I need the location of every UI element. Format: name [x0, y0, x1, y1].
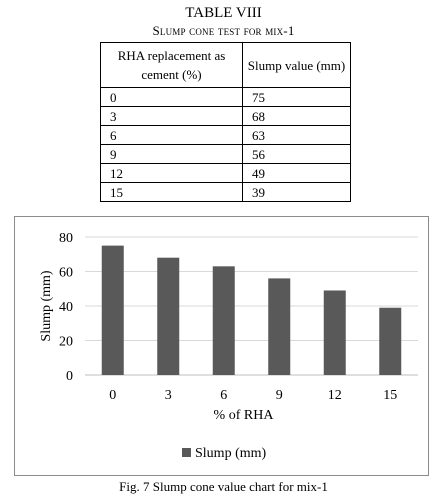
- slump-table: RHA replacement as cement (%) Slump valu…: [100, 42, 351, 202]
- legend-swatch: [182, 448, 191, 457]
- rha-cell: 15: [100, 182, 243, 202]
- x-axis-title: % of RHA: [214, 408, 275, 423]
- slump-cell: 68: [242, 106, 351, 126]
- rha-cell: 6: [100, 125, 243, 145]
- table-row: 0 75: [100, 87, 351, 107]
- chart-canvas: 0 20 40 60 80 0 3 6 9 12 15 Slump (mm) % of RHA Slump…: [39, 231, 418, 461]
- slump-cell: 49: [242, 163, 351, 183]
- rha-cell: 3: [100, 106, 243, 126]
- bar: [268, 278, 291, 375]
- bar: [212, 266, 235, 375]
- slump-cell: 63: [242, 125, 351, 145]
- table-subtitle: Slump cone test for mix-1: [152, 23, 295, 38]
- y-axis-title: Slump (mm): [39, 270, 54, 342]
- rha-cell: 12: [100, 163, 243, 183]
- header-rha-replacement: RHA replacement as cement (%): [100, 42, 243, 88]
- x-tick-label: 9: [276, 388, 283, 403]
- table-row: 6 63: [100, 125, 351, 145]
- y-tick-label: 80: [59, 231, 73, 246]
- bar: [323, 290, 346, 375]
- table-row: 3 68: [100, 106, 351, 126]
- bar: [157, 257, 180, 375]
- y-tick-label: 0: [66, 369, 73, 384]
- rha-cell: 9: [100, 144, 243, 164]
- table-title: TABLE VIII: [185, 5, 262, 21]
- slump-cell: 75: [242, 87, 351, 107]
- table-row: 9 56: [100, 144, 351, 164]
- y-tick-label: 60: [59, 266, 73, 281]
- slump-cell: 56: [242, 144, 351, 164]
- bar: [379, 307, 402, 375]
- x-tick-label: 0: [109, 388, 116, 403]
- slump-cell: 39: [242, 182, 351, 202]
- figure-caption: Fig. 7 Slump cone value chart for mix-1: [119, 479, 328, 494]
- slump-chart: 0 20 40 60 80 0 3 6 9 12 15 Slump (mm) % of RHA Slump…: [14, 216, 429, 476]
- rha-cell: 0: [100, 87, 243, 107]
- x-tick-label: 12: [328, 388, 342, 403]
- y-tick-label: 40: [59, 300, 73, 315]
- legend-label: Slump (mm): [195, 446, 267, 461]
- y-tick-label: 20: [59, 335, 73, 350]
- x-tick-label: 6: [220, 388, 227, 403]
- x-tick-label: 3: [165, 388, 172, 403]
- table-row: 12 49: [100, 163, 351, 183]
- bar: [101, 245, 124, 375]
- table-row: 15 39: [100, 182, 351, 202]
- table-header-row: RHA replacement as cement (%) Slump valu…: [100, 42, 351, 88]
- header-slump-value: Slump value (mm): [242, 42, 351, 88]
- x-tick-label: 15: [383, 388, 397, 403]
